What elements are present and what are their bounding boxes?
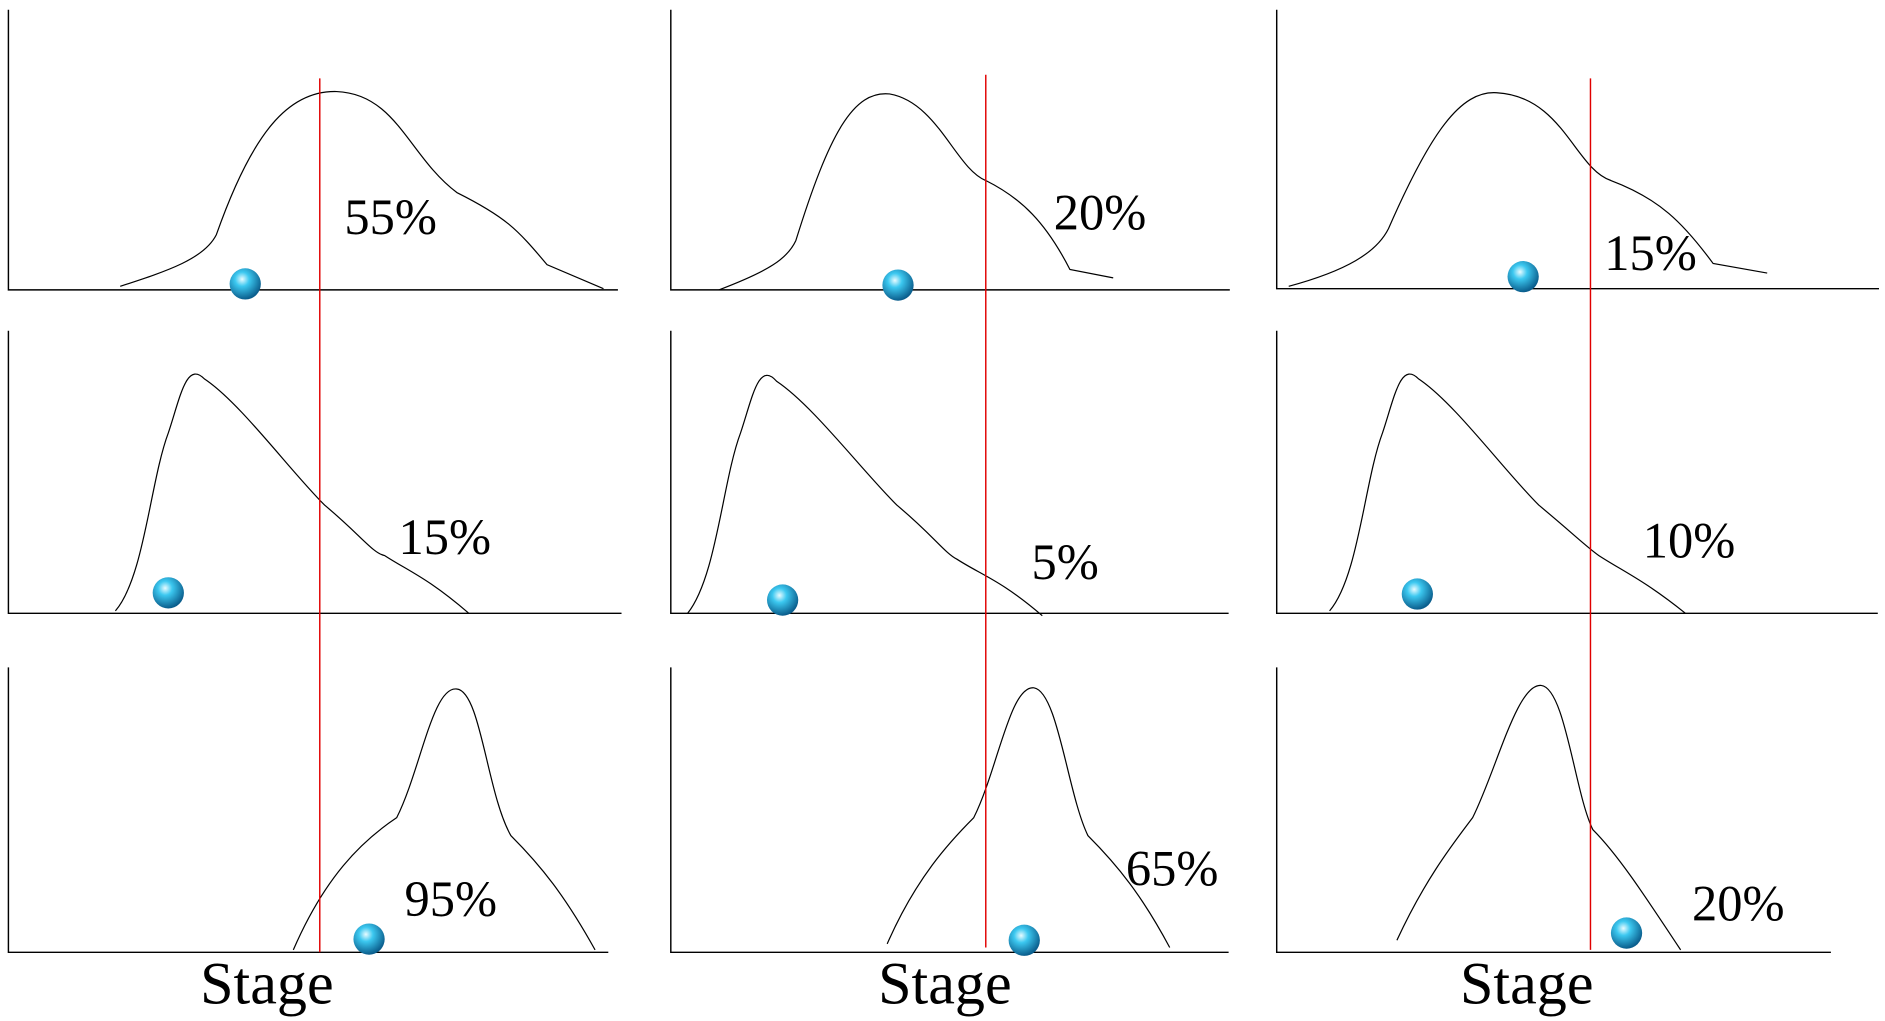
percent-label: 10% [1643,513,1736,569]
markers [152,261,1643,956]
axis-label: Stage [200,950,334,1017]
percent-label: 95% [405,871,498,927]
percent-label: 55% [344,189,437,245]
percent-label: 20% [1692,876,1785,932]
axis-label: Stage [878,950,1012,1017]
percent-label: 15% [1604,225,1697,281]
distribution-curves [114,90,1768,951]
axis-label: Stage [1460,950,1594,1017]
percent-label: 15% [399,509,492,565]
percent-label: 5% [1031,534,1098,590]
axes [7,9,1879,954]
percent-label: 20% [1054,184,1147,240]
percent-label: 65% [1126,841,1219,897]
threshold-lines [319,74,1592,953]
